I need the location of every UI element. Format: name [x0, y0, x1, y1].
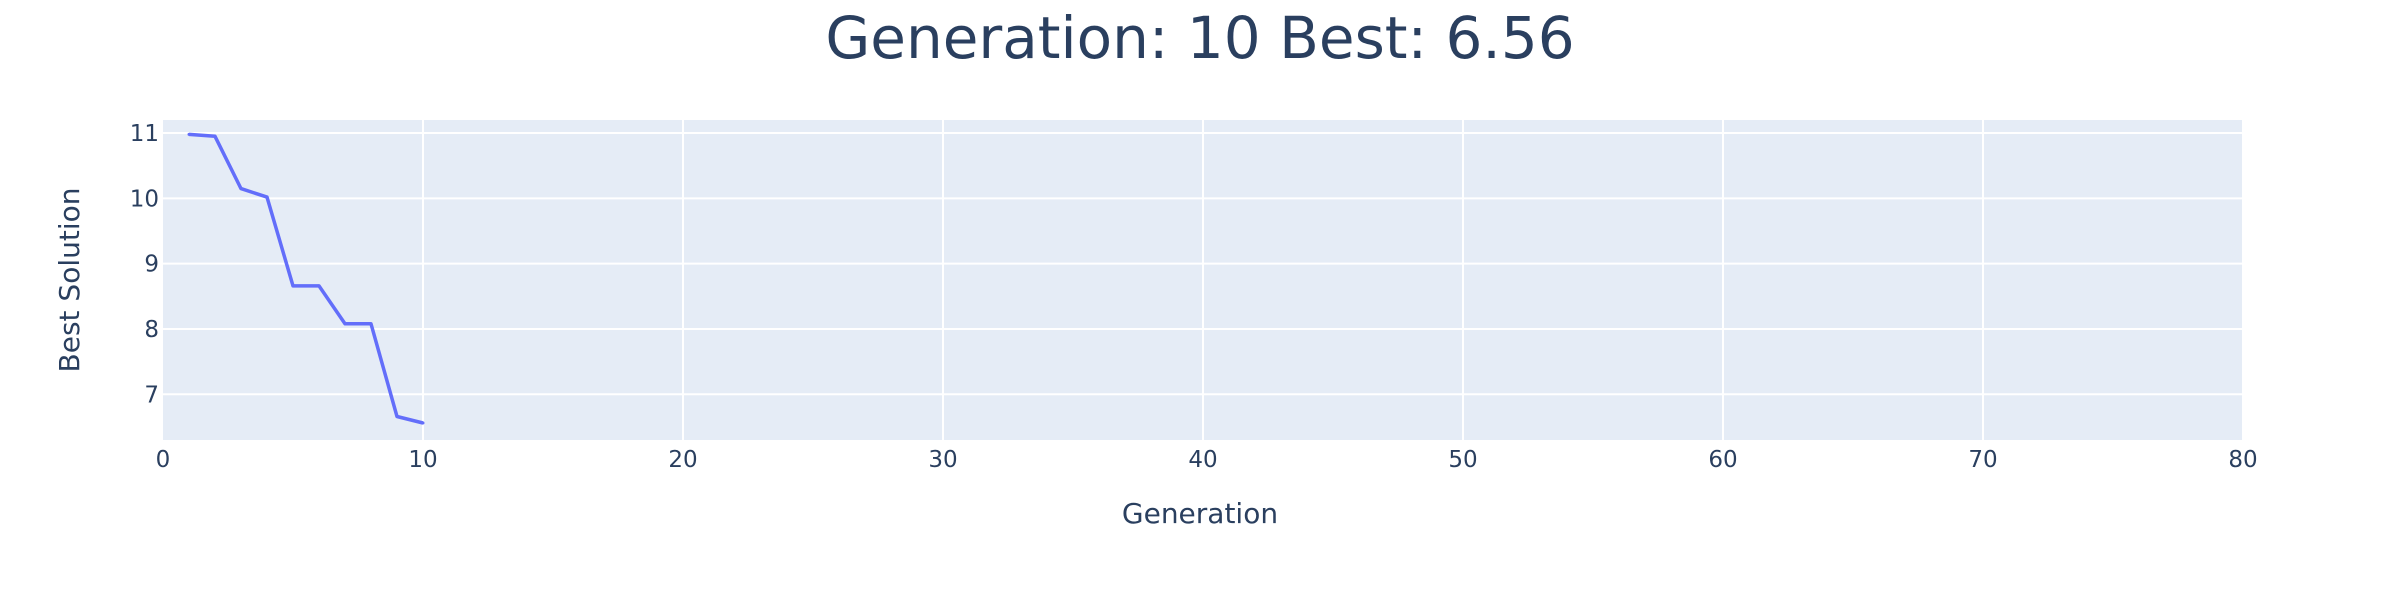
x-axis-title: Generation: [1122, 497, 1278, 530]
x-tick-label: 60: [1708, 447, 1737, 473]
data-point: [395, 414, 399, 418]
data-point: [291, 284, 295, 288]
data-point: [421, 421, 425, 425]
x-tick-label: 70: [1968, 447, 1997, 473]
data-point: [343, 322, 347, 326]
grid-lines: [163, 120, 2244, 440]
series-line: [188, 132, 424, 425]
x-tick-label: 0: [156, 447, 171, 473]
y-tick-label: 8: [144, 317, 159, 343]
x-tick-label: 30: [928, 447, 957, 473]
data-point: [213, 134, 217, 138]
x-tick-label: 50: [1448, 447, 1477, 473]
data-point: [317, 284, 321, 288]
x-tick-label: 40: [1188, 447, 1217, 473]
y-tick-label: 9: [144, 252, 159, 278]
data-point: [369, 322, 373, 326]
y-axis-title: Best Solution: [53, 188, 86, 373]
x-tick-label: 10: [408, 447, 437, 473]
x-axis-ticks: 0 10 20 30 40 50 60 70 80: [156, 447, 2258, 473]
data-point: [239, 187, 243, 191]
y-tick-label: 7: [144, 382, 159, 408]
x-tick-label: 20: [668, 447, 697, 473]
y-tick-label: 11: [130, 121, 159, 147]
series-layer: [187, 132, 425, 425]
data-point: [187, 132, 191, 136]
y-axis-ticks: 7 8 9 10 11: [130, 121, 159, 408]
x-tick-label: 80: [2228, 447, 2257, 473]
chart-title: Generation: 10 Best: 6.56: [825, 4, 1574, 72]
data-point: [265, 195, 269, 199]
y-tick-label: 10: [130, 186, 159, 212]
